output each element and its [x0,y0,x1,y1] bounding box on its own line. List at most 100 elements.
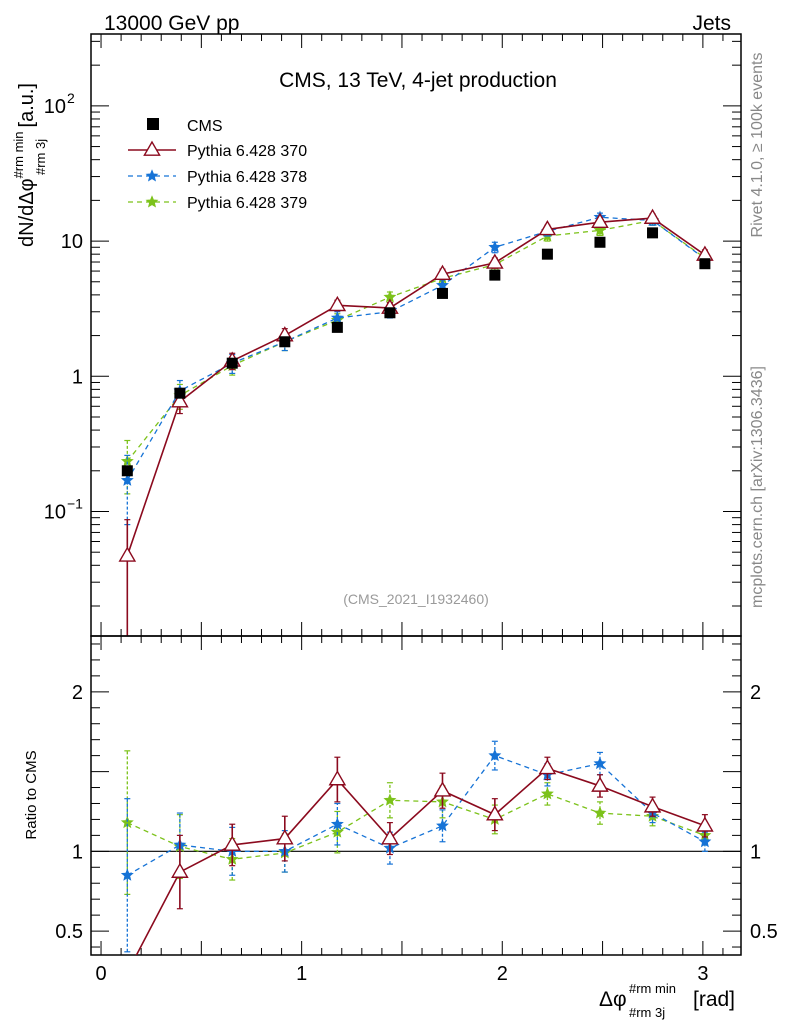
ratio-line [126,754,706,876]
data-point [594,236,606,248]
x-axis-label: Δφ #rm min #rm 3j [rad] [599,981,735,1020]
main-tick-label: 10 [44,501,66,523]
legend-label: Pythia 6.428 378 [187,169,307,186]
ratio-series-group [120,740,714,978]
triangle-marker [275,829,294,845]
legend-cms-label: CMS [187,118,223,135]
triangle-marker [486,253,504,269]
data-point [226,357,238,369]
xlabel-sup: #rm min [629,981,676,996]
svg-text:Δφ: Δφ [599,988,627,1011]
rivet-label: Rivet 4.1.0, ≥ 100k events [749,53,766,238]
ratio-panel: 0 1 2 3 0.5 0.5 1 1 2 2 [55,635,778,985]
ratio-line [127,793,706,860]
star-marker [593,806,607,819]
chart-title: CMS, 13 TeV, 4-jet production [279,69,557,92]
triangle-marker [538,758,557,775]
star-marker [593,756,607,770]
triangle-marker [328,770,347,786]
star-marker [383,793,397,806]
header-right: Jets [692,12,731,35]
series-0-ratio [120,756,714,978]
main-tick-label: 10 [61,231,83,253]
x-tick-label: 2 [497,963,508,985]
triangle-marker [486,805,504,821]
data-point [331,321,343,333]
series-2-main [120,213,712,495]
triangle-marker [171,392,189,408]
main-ylabel: dN/dΔφ#rm min [a.u.] #rm 3j [11,83,48,247]
star-marker [145,169,159,182]
star-marker [488,240,502,253]
xlabel-text: Δφ [599,988,627,1011]
mcplots-label: mcplots.cern.ch [arXiv:1306.3436] [749,366,766,608]
legend-cms-marker [147,118,159,130]
star-marker [330,311,344,324]
star-marker [593,223,607,236]
star-marker [120,473,134,486]
ratio-line [135,767,706,955]
ratio-ylabel: Ratio to CMS [23,750,40,839]
triangle-marker [120,965,135,978]
series-line [126,216,706,481]
legend-label: Pythia 6.428 379 [187,195,307,212]
watermark: (CMS_2021_I1932460) [343,591,489,607]
star-marker [436,819,449,832]
triangle-marker [328,295,347,312]
triangle-marker [118,546,137,562]
star-marker [488,748,502,762]
data-point [174,387,186,399]
header-left: 13000 GeV pp [104,12,239,35]
triangle-marker [171,862,189,878]
main-tick-exp: −1 [67,495,83,511]
data-point [384,307,396,319]
ratio-tick-label: 2 [72,682,83,704]
triangle-marker [591,776,609,792]
triangle-marker [696,816,714,832]
data-point [541,248,553,260]
star-marker [698,834,712,848]
triangle-marker [643,797,662,813]
data-point [489,269,501,281]
series-2-ratio [120,750,712,895]
svg-text:dN/dΔφ#rm min[a.u.]: dN/dΔφ#rm min [a.u.] [11,83,38,247]
triangle-marker [143,140,161,156]
star-marker [330,817,344,830]
data-point [647,227,659,239]
ratio-tick-label-right: 2 [750,682,761,704]
x-tick-label: 1 [296,963,307,985]
xlabel-sub: #rm 3j [629,1005,665,1020]
x-tick-label: 3 [697,963,708,985]
main-tick-exp: 2 [67,90,75,106]
x-tick-label: 0 [95,963,106,985]
series-1-ratio [120,740,712,953]
xlabel-unit: [rad] [693,988,735,1011]
star-marker [120,868,134,881]
main-ylabel-sup: #rm min [11,131,26,178]
triangle-marker [381,829,399,845]
triangle-marker [643,208,662,224]
series-line [126,219,706,462]
series-1-main [120,210,712,526]
triangle-marker [433,264,452,280]
star-marker [145,195,159,208]
triangle-marker [538,219,557,236]
main-tick-label: 1 [72,366,83,388]
series-line [126,217,706,557]
data-point [436,287,448,299]
ratio-tick-label-right: 0.5 [750,921,778,943]
main-series-group [118,208,714,636]
ratio-tick-label: 1 [72,841,83,863]
triangle-marker [433,781,452,797]
main-tick-label: 10 [44,96,66,118]
triangle-marker [223,835,242,851]
cms-data [121,227,711,477]
data-point [121,465,133,477]
main-ylabel-unit: [a.u.] [16,83,38,127]
main-ylabel-sub: #rm 3j [33,139,48,175]
data-point [699,258,711,270]
main-ylabel-text: dN/dΔφ [16,178,38,247]
data-point [279,336,291,348]
